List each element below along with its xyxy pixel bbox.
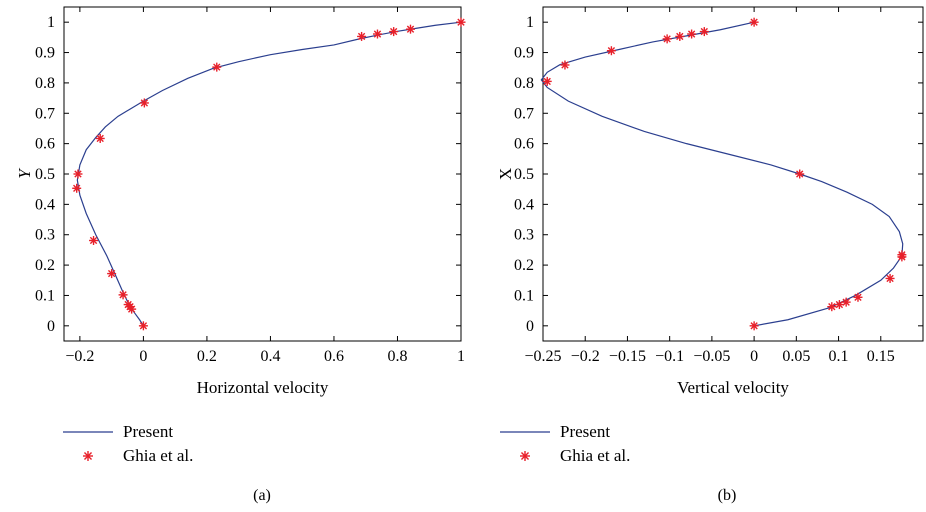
legend-label: Present: [560, 422, 610, 441]
y-tick-label: 1: [47, 14, 55, 31]
legend-label: Ghia et al.: [123, 446, 193, 465]
x-tick-label: −0.15: [609, 348, 646, 365]
y-tick-label: 0.3: [514, 227, 534, 244]
data-point-ghia: [357, 31, 367, 41]
x-tick-label: 0.8: [387, 348, 407, 365]
x-tick-label: −0.2: [571, 348, 600, 365]
y-tick-label: 0.8: [35, 75, 55, 92]
figure-caption: (b): [718, 487, 737, 504]
data-point-ghia: [138, 321, 148, 331]
legend: Present Ghia et al.: [63, 422, 193, 465]
x-tick-label: 0.4: [260, 348, 280, 365]
data-point-ghia: [827, 302, 837, 312]
data-point-ghia: [406, 24, 415, 34]
y-tick-label: 0.2: [514, 257, 534, 274]
data-point-ghia: [118, 290, 128, 300]
y-tick-label: 0.2: [35, 257, 55, 274]
x-tick-label: 0.2: [197, 348, 217, 365]
y-tick-label: 0: [526, 318, 534, 335]
data-point-ghia: [795, 169, 805, 179]
data-point-ghia: [73, 169, 83, 179]
legend-marker-swatch: [83, 451, 93, 461]
legend: Present Ghia et al.: [500, 422, 630, 465]
plot-frame: [542, 6, 924, 342]
data-point-ghia: [139, 98, 149, 108]
y-tick-label: 0.6: [35, 136, 55, 153]
y-tick-label: 0: [47, 318, 55, 335]
data-point-ghia: [662, 34, 672, 44]
data-point-ghia: [72, 183, 82, 193]
x-tick-label: 0.1: [829, 348, 849, 365]
x-axis-label: Vertical velocity: [677, 378, 789, 397]
x-tick-label: −0.1: [655, 348, 684, 365]
x-tick-label: 1: [457, 348, 465, 365]
y-axis-label: X: [496, 168, 515, 180]
x-tick-label: −0.05: [693, 348, 730, 365]
y-tick-label: 0.4: [35, 196, 55, 213]
data-point-ghia: [699, 27, 709, 37]
y-tick-label: 0.3: [35, 227, 55, 244]
data-point-ghia: [107, 269, 117, 279]
data-point-ghia: [95, 133, 105, 143]
x-axis-label: Horizontal velocity: [197, 378, 329, 397]
data-point-ghia: [687, 29, 697, 39]
series-line-present: [540, 21, 904, 327]
data-point-ghia: [123, 300, 133, 310]
y-tick-label: 1: [526, 14, 534, 31]
x-tick-label: 0.05: [782, 348, 810, 365]
data-point-ghia: [749, 17, 759, 27]
series-line-present: [76, 21, 462, 327]
y-axis-label: Y: [15, 168, 34, 179]
y-tick-label: 0.5: [514, 166, 534, 183]
data-point-ghia: [897, 250, 907, 260]
data-point-ghia: [389, 27, 399, 37]
x-tick-label: −0.25: [524, 348, 561, 365]
y-tick-label: 0.9: [514, 45, 534, 62]
y-tick-label: 0.1: [514, 287, 534, 304]
y-tick-label: 0.9: [35, 45, 55, 62]
figure-caption: (a): [253, 487, 271, 504]
data-point-ghia: [675, 31, 685, 41]
data-point-ghia: [542, 76, 552, 86]
y-tick-label: 0.6: [514, 136, 534, 153]
data-point-ghia: [372, 29, 382, 39]
y-tick-label: 0.4: [514, 196, 534, 213]
x-tick-label: 0.6: [324, 348, 344, 365]
data-point-ghia: [606, 46, 616, 56]
data-point-ghia: [89, 236, 99, 245]
y-tick-label: 0.5: [35, 166, 55, 183]
chart-panel-1: −0.2 0 0.2 0.4 0.6 0.8 1 0 0.1 0.2 0.3 0.4 0.5 0.6 0.7…: [15, 6, 466, 504]
y-tick-label: 0.1: [35, 287, 55, 304]
data-point-ghia: [841, 297, 851, 307]
y-tick-label: 0.8: [514, 75, 534, 92]
data-point-ghia: [853, 292, 863, 302]
data-point-ghia: [212, 62, 222, 72]
legend-marker-swatch: [520, 451, 530, 461]
x-tick-label: 0.15: [867, 348, 895, 365]
data-point-ghia: [834, 300, 844, 310]
legend-label: Present: [123, 422, 173, 441]
legend-label: Ghia et al.: [560, 446, 630, 465]
x-tick-label: 0: [750, 348, 758, 365]
data-point-ghia: [560, 60, 570, 70]
data-point-ghia: [456, 17, 466, 27]
data-point-ghia: [749, 321, 759, 331]
chart-panel-2: −0.25 −0.2 −0.15 −0.1 −0.05 0 0.05 0.1 0.15 0 0.1 0…: [496, 6, 924, 504]
y-tick-label: 0.7: [514, 105, 534, 122]
data-point-ghia: [885, 273, 895, 283]
y-tick-label: 0.7: [35, 105, 55, 122]
x-tick-label: −0.2: [65, 348, 94, 365]
x-tick-label: 0: [139, 348, 147, 365]
